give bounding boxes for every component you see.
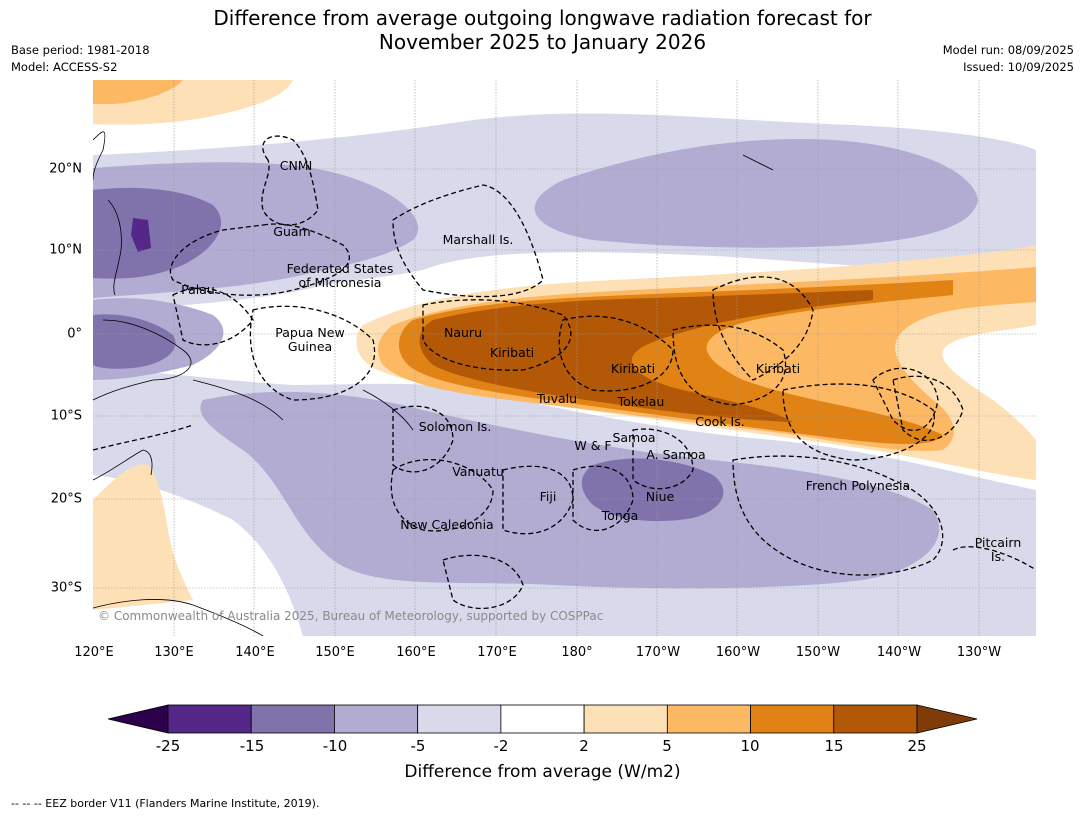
label-kiribati-east: Kiribati: [755, 361, 801, 376]
label-cnmi: CNMI: [279, 158, 313, 173]
cb-tick-5: 2: [579, 737, 589, 755]
x-tick-120e: 120°E: [74, 645, 114, 660]
x-tick-170e: 170°E: [477, 645, 517, 660]
y-tick-10s: 10°S: [50, 408, 82, 424]
label-palau: Palau: [181, 282, 215, 297]
footer-eez-note: -- -- -- EEZ border V11 (Flanders Marine…: [11, 797, 320, 810]
cb-tick-1: -15: [239, 737, 265, 755]
label-american-samoa: A. Samoa: [646, 447, 706, 462]
cb-tick-6: 5: [662, 737, 672, 755]
label-tuvalu: Tuvalu: [536, 391, 578, 406]
label-nauru: Nauru: [444, 325, 482, 340]
x-tick-140e: 140°E: [235, 645, 275, 660]
label-pitcairn: Pitcairn Is.: [975, 536, 1021, 564]
colorbar-cells: [167, 704, 918, 734]
label-png-l1: Papua New: [275, 325, 345, 340]
x-tick-140w: 140°W: [876, 645, 922, 660]
colorbar-over-triangle: [916, 704, 978, 734]
cb-tick-7: 10: [740, 737, 760, 755]
label-niue: Niue: [645, 489, 675, 504]
colorbar: [108, 704, 978, 734]
ola-anom-purple-west: [93, 187, 222, 279]
issued-date: Issued: 10/09/2025: [963, 60, 1074, 74]
x-tick-130e: 130°E: [154, 645, 194, 660]
base-period: Base period: 1981-2018: [11, 43, 150, 57]
label-solomon-is: Solomon Is.: [418, 419, 492, 434]
label-fsm-l2: of Micronesia: [298, 275, 382, 290]
colorbar-under-triangle: [108, 704, 169, 734]
label-wallis-futuna: W & F: [574, 438, 612, 453]
ola-anom-deep-purple: [131, 218, 151, 252]
ola-anom-lavender-northeast: [534, 139, 978, 248]
label-kiribati-central: Kiribati: [610, 361, 656, 376]
label-png: Papua New Guinea: [275, 326, 344, 354]
colorbar-cell-4: [500, 704, 585, 734]
label-tokelau: Tokelau: [617, 394, 665, 409]
label-pitcairn-l1: Pitcairn: [974, 535, 1022, 550]
y-tick-10n: 10°N: [49, 242, 82, 258]
label-cook-is: Cook Is.: [695, 414, 745, 429]
label-fsm-l1: Federated States: [286, 261, 394, 276]
label-samoa: Samoa: [612, 430, 656, 445]
eez-borders: [93, 135, 1036, 610]
ola-anom-orange-nw: [93, 80, 183, 104]
meta-right: Model run: 08/09/2025 Issued: 10/09/2025: [943, 42, 1074, 76]
chart-title: Difference from average outgoing longwav…: [0, 6, 1085, 54]
label-pitcairn-l2: Is.: [990, 549, 1006, 564]
ola-anom-brown-core: [419, 290, 873, 422]
cb-tick-8: 15: [824, 737, 844, 755]
label-french-polynesia: French Polynesia: [805, 478, 911, 493]
label-png-l2: Guinea: [287, 339, 333, 354]
x-tick-130w: 130°W: [956, 645, 1002, 660]
ola-anom-purple-png: [93, 314, 176, 369]
ola-anom-purple-south: [581, 458, 724, 522]
coastlines: [93, 131, 774, 636]
x-tick-150w: 150°W: [795, 645, 841, 660]
y-tick-20n: 20°N: [49, 161, 82, 177]
title-line-1: Difference from average outgoing longwav…: [213, 6, 872, 30]
x-tick-170w: 170°W: [635, 645, 681, 660]
y-tick-20s: 20°S: [50, 491, 82, 507]
label-guam: Guam: [273, 224, 311, 239]
model-name: Model: ACCESS-S2: [11, 60, 118, 74]
x-tick-160e: 160°E: [396, 645, 436, 660]
map-field: [93, 80, 1036, 636]
colorbar-cell-3: [417, 704, 502, 734]
y-tick-30s: 30°S: [50, 580, 82, 596]
colorbar-cell-1: [250, 704, 335, 734]
colorbar-title: Difference from average (W/m2): [404, 762, 681, 782]
title-line-2: November 2025 to January 2026: [378, 30, 707, 54]
colorbar-cell-7: [750, 704, 835, 734]
colorbar-cell-2: [334, 704, 419, 734]
cb-tick-3: -5: [410, 737, 426, 755]
model-run: Model run: 08/09/2025: [942, 43, 1074, 57]
label-vanuatu: Vanuatu: [452, 464, 504, 479]
map-panel[interactable]: [93, 80, 1036, 636]
y-tick-0: 0°: [67, 326, 82, 342]
colorbar-cell-5: [583, 704, 668, 734]
colorbar-cell-8: [833, 704, 918, 734]
meta-left: Base period: 1981-2018 Model: ACCESS-S2: [11, 42, 150, 76]
label-tonga: Tonga: [601, 508, 639, 523]
cb-tick-9: 25: [907, 737, 927, 755]
cb-tick-0: -25: [155, 737, 181, 755]
label-kiribati-west: Kiribati: [489, 345, 535, 360]
cb-tick-2: -10: [322, 737, 348, 755]
colorbar-cell-0: [167, 704, 252, 734]
x-tick-160w: 160°W: [715, 645, 761, 660]
cb-tick-4: -2: [493, 737, 509, 755]
label-fsm: Federated States of Micronesia: [287, 262, 394, 290]
ola-anom-cream-australia: [93, 464, 193, 610]
copyright-notice: © Commonwealth of Australia 2025, Bureau…: [98, 609, 604, 623]
label-new-caledonia: New Caledonia: [400, 517, 494, 532]
label-marshall-is: Marshall Is.: [442, 232, 514, 247]
ola-anom-lavender-south: [200, 391, 940, 589]
colorbar-cell-6: [666, 704, 751, 734]
x-tick-180: 180°: [561, 645, 593, 660]
label-fiji: Fiji: [539, 489, 557, 504]
x-tick-150e: 150°E: [315, 645, 355, 660]
